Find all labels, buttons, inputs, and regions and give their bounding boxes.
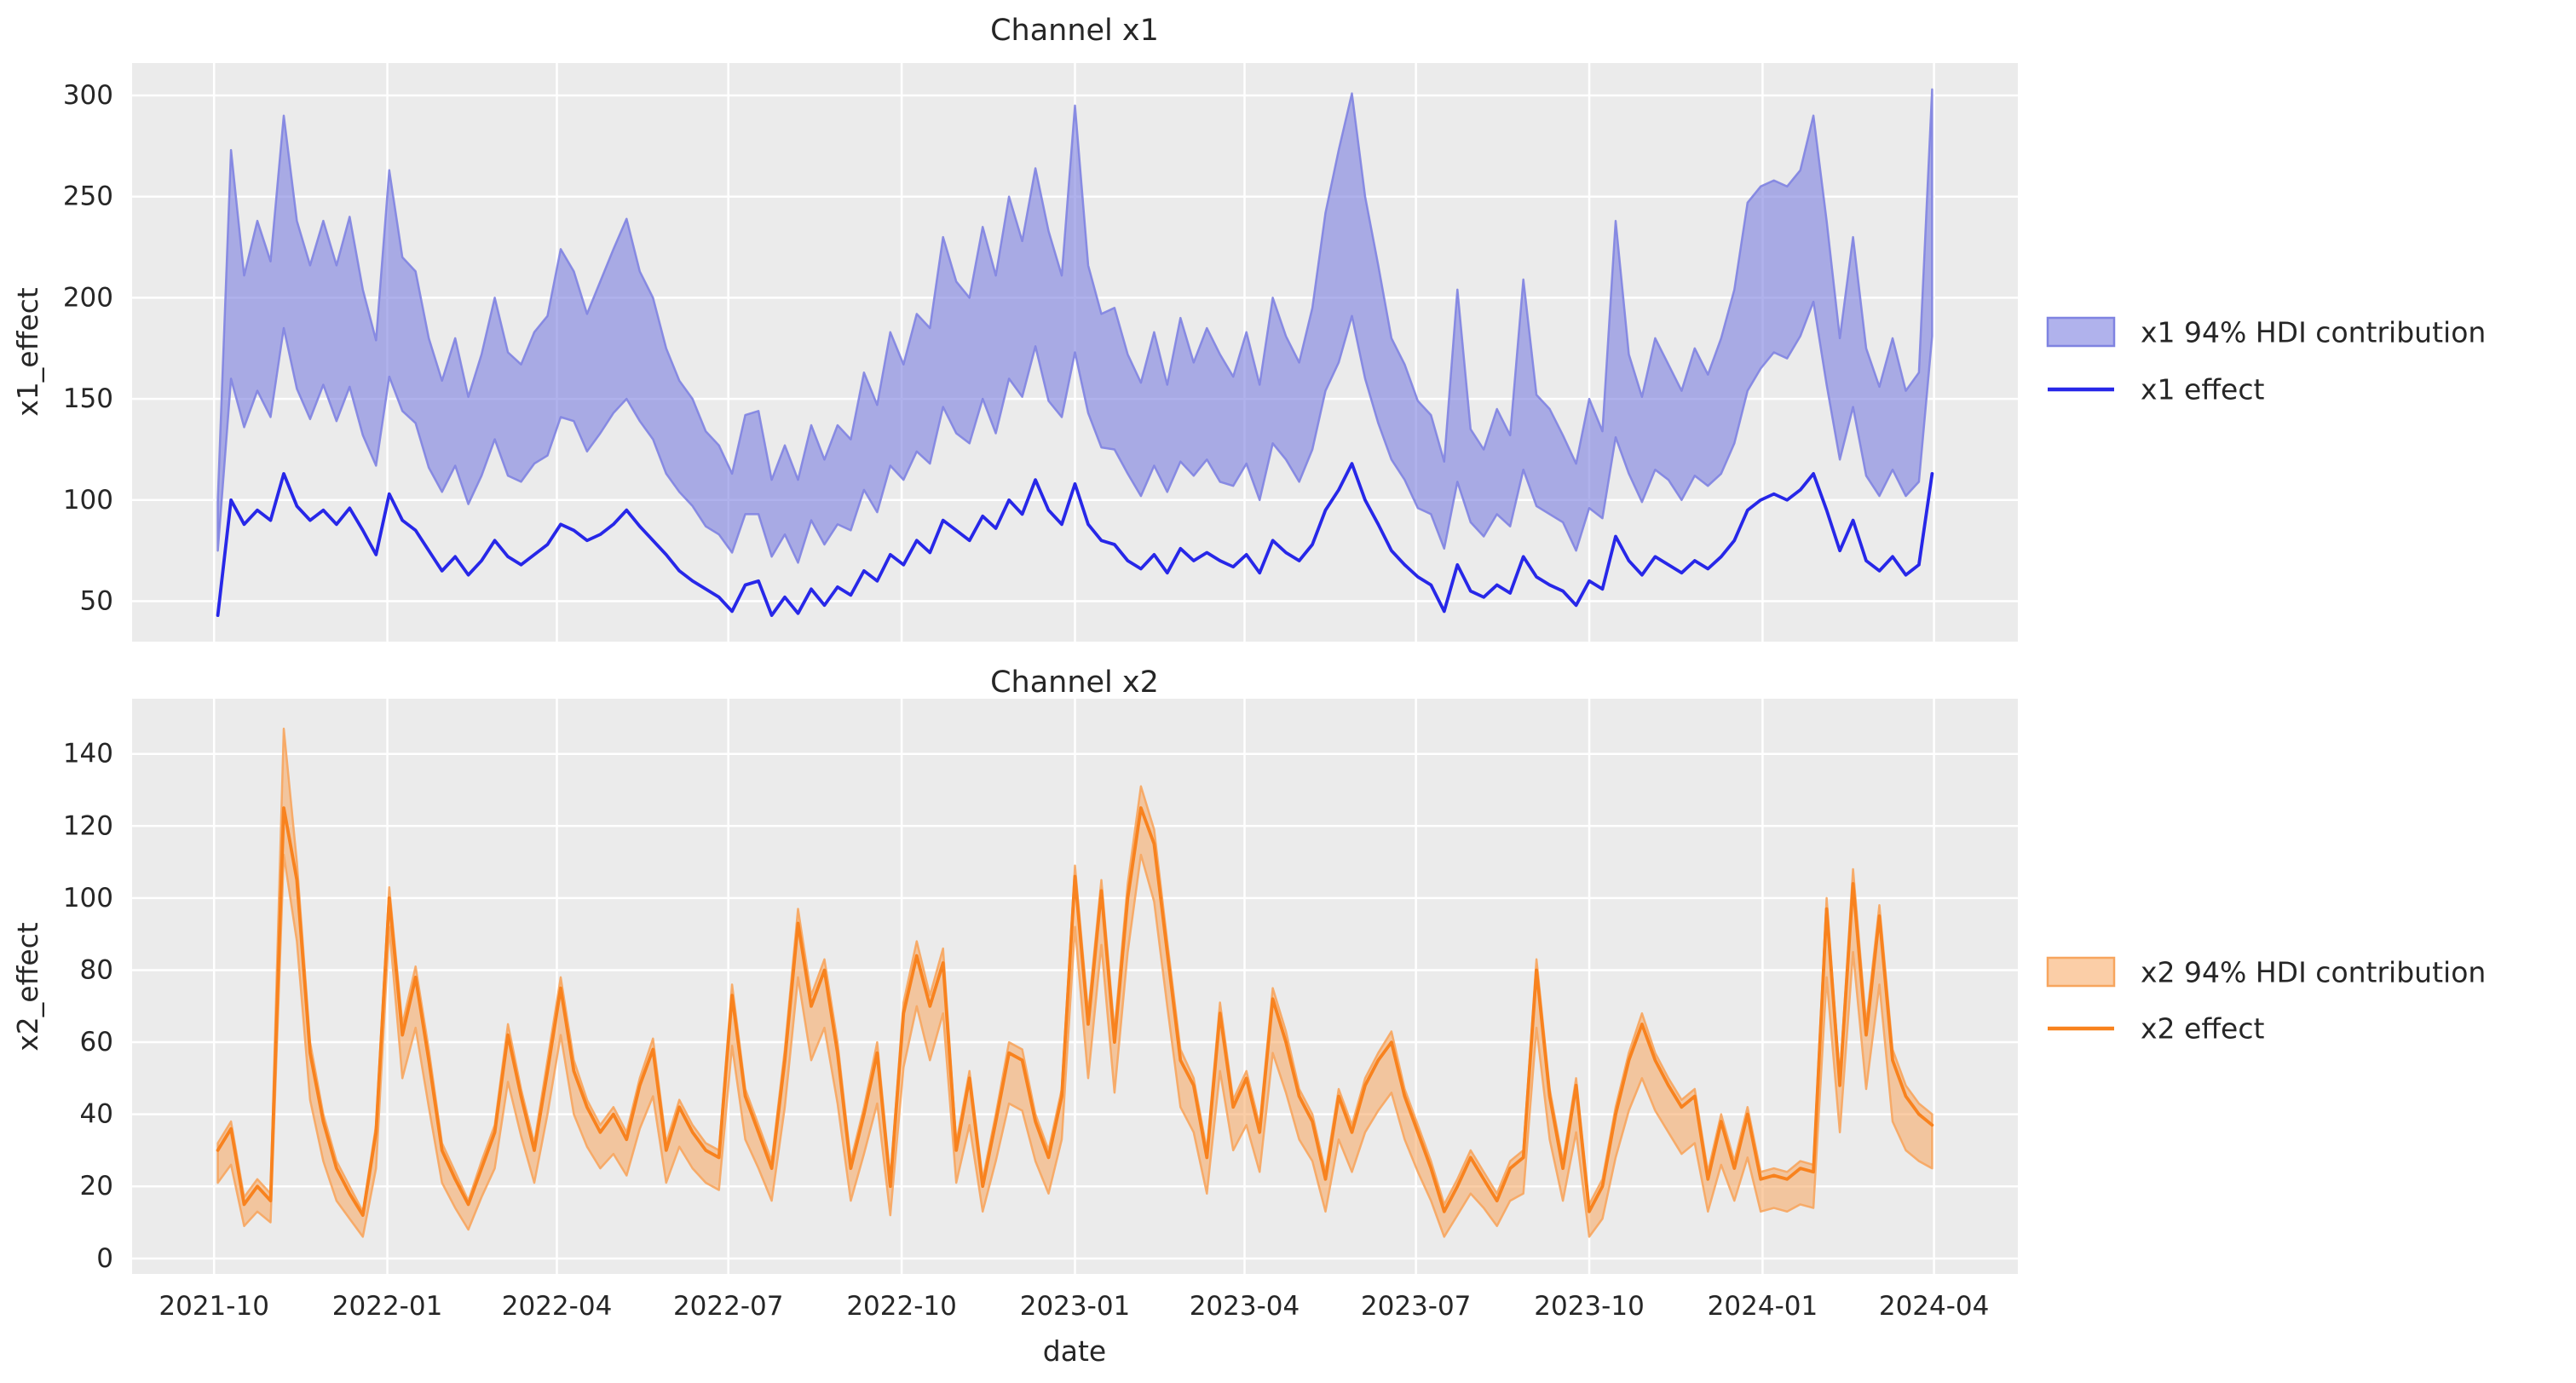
x1-plot-area: 50 100 150 200 250 300 bbox=[63, 63, 2018, 642]
x2-legend: x2 94% HDI contribution x2 effect bbox=[2046, 956, 2486, 1046]
y-tick-label: 100 bbox=[63, 883, 113, 913]
x-tick-label: 2021-10 bbox=[158, 1291, 269, 1322]
x-tick-label: 2023-04 bbox=[1190, 1291, 1300, 1322]
x1-hdi-legend-label: x1 94% HDI contribution bbox=[2141, 316, 2486, 349]
x-tick-label: 2022-04 bbox=[502, 1291, 613, 1322]
y-tick-label: 40 bbox=[80, 1099, 113, 1130]
bottom-plot-title: Channel x2 bbox=[990, 666, 1159, 700]
x-tick-label: 2024-01 bbox=[1708, 1291, 1818, 1322]
x2-effect-legend-label: x2 effect bbox=[2141, 1012, 2264, 1046]
x-tick-label: 2022-07 bbox=[673, 1291, 784, 1322]
y-tick-label: 140 bbox=[63, 739, 113, 769]
x-axis-label: date bbox=[1043, 1334, 1106, 1368]
x2-plot-area: 2021-10 2022-01 2022-04 2022-07 2022-10 2023-… bbox=[63, 699, 2018, 1322]
x2-effect-line bbox=[216, 806, 1934, 1217]
y-tick-label: 60 bbox=[80, 1027, 113, 1057]
y-tick-label: 20 bbox=[80, 1171, 113, 1201]
x1-legend: x1 94% HDI contribution x1 effect bbox=[2046, 316, 2486, 406]
x1-effect-legend-label: x1 effect bbox=[2141, 373, 2264, 406]
x1-hdi-band bbox=[216, 88, 1933, 564]
x1-hdi-band-swatch bbox=[2046, 316, 2116, 348]
y-tick-label: 150 bbox=[63, 383, 113, 414]
y-tick-label: 80 bbox=[80, 954, 113, 985]
x-tick-label: 2024-04 bbox=[1879, 1291, 1990, 1322]
bottom-y-axis-label: x2_effect bbox=[11, 922, 44, 1052]
y-tick-label: 300 bbox=[63, 80, 113, 111]
y-tick-label: 250 bbox=[63, 182, 113, 212]
y-tick-label: 0 bbox=[96, 1243, 113, 1274]
y-tick-label: 100 bbox=[63, 485, 113, 516]
x-tick-label: 2023-07 bbox=[1361, 1291, 1472, 1322]
x2-hdi-legend-label: x2 94% HDI contribution bbox=[2141, 956, 2486, 989]
x-tick-label: 2022-10 bbox=[846, 1291, 957, 1322]
top-plot-title: Channel x1 bbox=[990, 14, 1159, 48]
y-tick-label: 200 bbox=[63, 282, 113, 313]
x-tick-label: 2023-10 bbox=[1534, 1291, 1645, 1322]
x2-hdi-band-swatch bbox=[2046, 956, 2116, 988]
x-tick-label: 2023-01 bbox=[1020, 1291, 1131, 1322]
top-y-axis-label: x1_effect bbox=[11, 287, 44, 417]
y-tick-label: 50 bbox=[80, 586, 113, 617]
y-tick-label: 120 bbox=[63, 810, 113, 841]
x1-effect-line bbox=[216, 462, 1934, 617]
x-tick-label: 2022-01 bbox=[332, 1291, 443, 1322]
